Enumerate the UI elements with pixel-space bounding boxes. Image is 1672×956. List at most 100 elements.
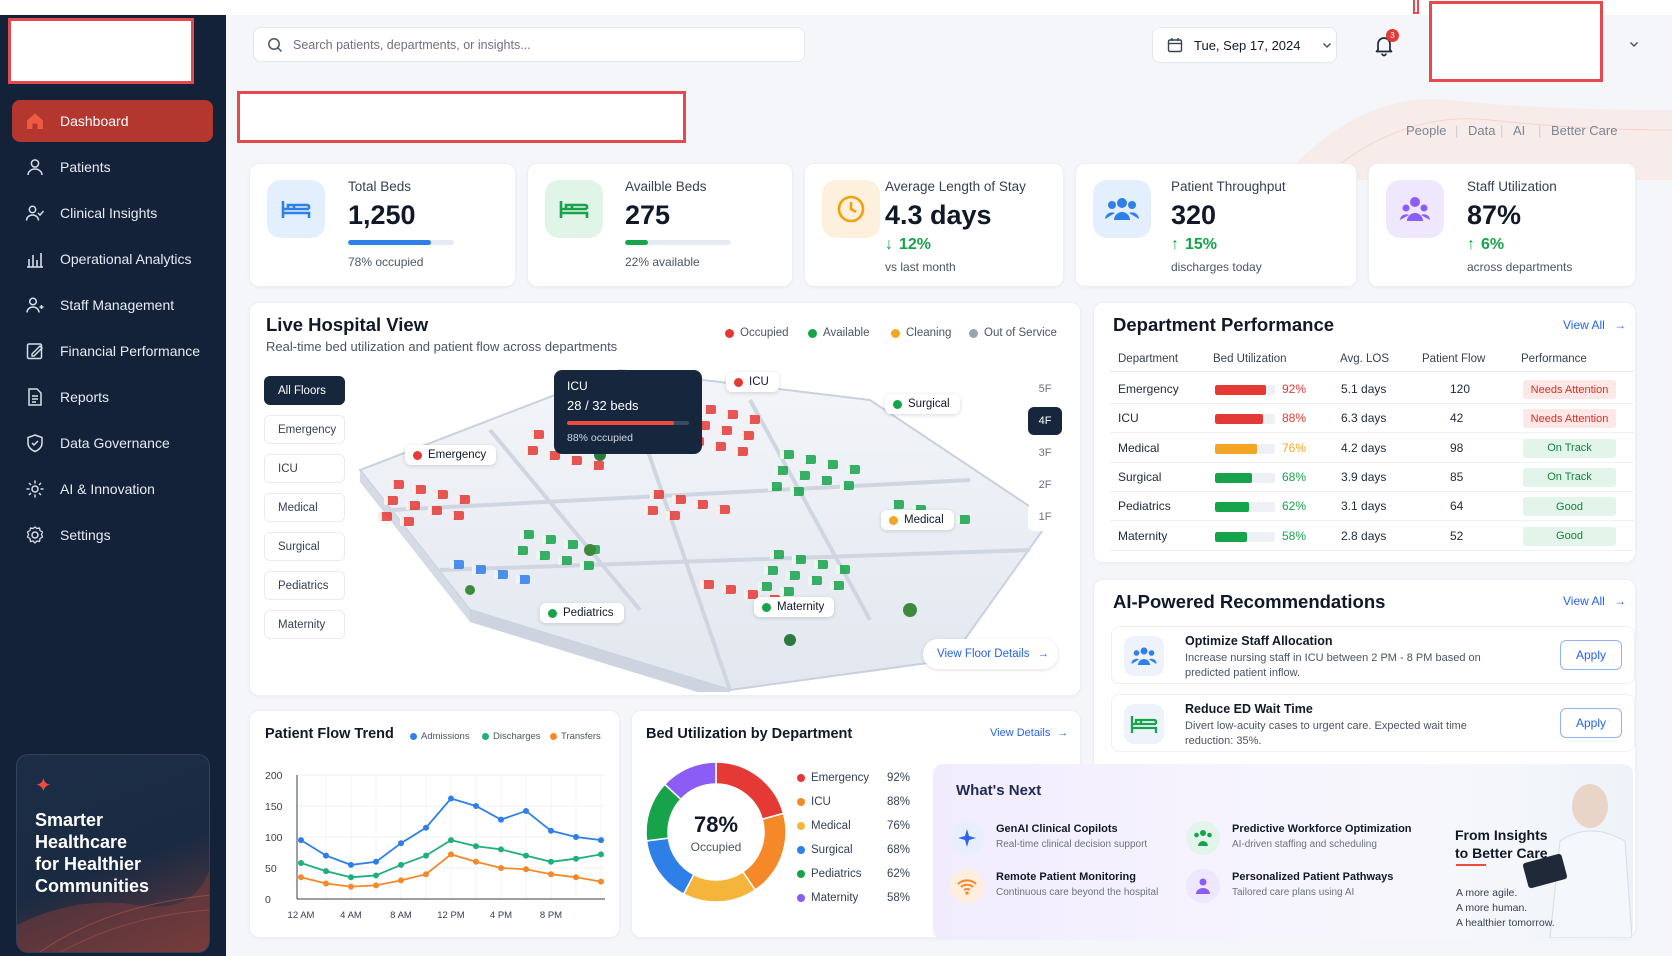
- utilization-fill: [1215, 414, 1264, 425]
- patient-flow: 52: [1450, 528, 1464, 543]
- map-label-maternity[interactable]: Maternity: [754, 597, 835, 617]
- bed-pillow: [840, 481, 844, 490]
- data-point-transfers: [523, 866, 529, 873]
- home-icon: [24, 110, 46, 132]
- floor-filter-icu[interactable]: ICU: [264, 454, 345, 483]
- sidebar-item-reports[interactable]: Reports: [12, 376, 213, 418]
- map-label-text: Maternity: [777, 601, 825, 613]
- bed-pillow: [764, 566, 768, 575]
- table-header-bed-utilization: Bed Utilization: [1213, 353, 1287, 365]
- floor-filter-medical[interactable]: Medical: [264, 493, 345, 522]
- sidebar-item-dashboard[interactable]: Dashboard: [12, 100, 213, 142]
- sidebar-item-patients[interactable]: Patients: [12, 146, 213, 188]
- bed-pillow: [650, 490, 654, 499]
- kpi-progress-bar: [625, 240, 731, 245]
- status-dot: [413, 450, 422, 460]
- tagline-item: Better Care: [1551, 123, 1618, 138]
- data-point-admissions: [598, 837, 604, 844]
- data-point-admissions: [398, 840, 404, 847]
- bed-pillow: [716, 505, 720, 514]
- tooltip-sub: 88% occupied: [567, 432, 633, 444]
- promo-text: Smarter Healthcare for Healthier Communi…: [35, 810, 150, 896]
- utilization-value: 88%: [1282, 411, 1307, 426]
- level-4f[interactable]: 4F: [1028, 407, 1062, 435]
- sparkle-icon: [950, 821, 984, 855]
- bed-pillow: [768, 482, 772, 491]
- sidebar-item-ai-innovation[interactable]: AI & Innovation: [12, 468, 213, 510]
- bed-pillow: [472, 565, 476, 574]
- bed-pillow: [412, 485, 416, 494]
- sidebar-item-data-governance[interactable]: Data Governance: [12, 422, 213, 464]
- data-point-transfers: [298, 874, 304, 881]
- level-3f[interactable]: 3F: [1028, 439, 1062, 467]
- floor-filter-pediatrics[interactable]: Pediatrics: [264, 571, 345, 600]
- apply-button[interactable]: Apply: [1560, 708, 1622, 738]
- floor-filter-surgical[interactable]: Surgical: [264, 532, 345, 561]
- dept-name: Emergency: [1118, 382, 1179, 396]
- table-row[interactable]: [1110, 463, 1634, 492]
- data-point-discharges: [548, 858, 554, 865]
- rec-view-all-link[interactable]: View All →: [1563, 594, 1626, 608]
- search-input[interactable]: Search patients, departments, or insight…: [253, 27, 805, 62]
- recommendation-item[interactable]: Optimize Staff Allocation Increase nursin…: [1111, 626, 1635, 684]
- level-2f[interactable]: 2F: [1028, 471, 1062, 499]
- map-label-pediatrics[interactable]: Pediatrics: [540, 603, 624, 623]
- kpi-delta: ↑ 6%: [1467, 236, 1504, 254]
- table-row[interactable]: [1110, 434, 1634, 463]
- legend-dot: [482, 733, 489, 740]
- map-label-emergency[interactable]: Emergency: [405, 445, 497, 465]
- kpi-card-total-beds[interactable]: Total Beds 1,250 78% occupied: [249, 163, 516, 287]
- icu-tooltip: ICU 28 / 32 beds 88% occupied: [554, 370, 702, 454]
- table-row[interactable]: [1110, 522, 1634, 551]
- donut-legend-value: 92%: [887, 772, 911, 784]
- sidebar-item-label: Dashboard: [60, 113, 129, 129]
- sidebar-item-settings[interactable]: Settings: [12, 514, 213, 556]
- sidebar-item-label: Financial Performance: [60, 343, 201, 359]
- floor-filter-maternity[interactable]: Maternity: [264, 610, 345, 639]
- user-icon: [24, 156, 46, 178]
- apply-button[interactable]: Apply: [1560, 640, 1622, 670]
- recommendation-item[interactable]: Reduce ED Wait Time Divert low-acuity cas…: [1111, 694, 1635, 752]
- profile-chevron-icon[interactable]: [1628, 38, 1640, 50]
- date-picker[interactable]: Tue, Sep 17, 2024: [1152, 27, 1337, 63]
- status-badge: On Track: [1523, 438, 1616, 458]
- map-label-text: Medical: [904, 514, 944, 526]
- table-row[interactable]: [1110, 375, 1634, 404]
- dept-view-all-link[interactable]: View All →: [1563, 318, 1626, 332]
- sidebar-item-label: Operational Analytics: [60, 251, 192, 267]
- data-point-admissions: [348, 861, 354, 868]
- legend-label: Medical: [811, 820, 851, 832]
- data-point-discharges: [373, 872, 379, 879]
- floor-filter-all-floors[interactable]: All Floors: [264, 376, 345, 405]
- table-row[interactable]: [1110, 492, 1634, 522]
- map-label-icu[interactable]: ICU: [726, 372, 779, 392]
- utilization-bar: [1215, 472, 1275, 483]
- sidebar-item-clinical-insights[interactable]: Clinical Insights: [12, 192, 213, 234]
- sidebar-item-financial-performance[interactable]: Financial Performance: [12, 330, 213, 372]
- user-profile-redacted[interactable]: [1429, 1, 1603, 82]
- view-floor-details-button[interactable]: View Floor Details →: [923, 639, 1058, 669]
- sidebar-item-label: Reports: [60, 389, 110, 405]
- kpi-card-availble-beds[interactable]: Availble Beds 275 22% available: [527, 163, 793, 287]
- promo-decoration: [17, 870, 209, 952]
- level-1f[interactable]: 1F: [1028, 503, 1062, 531]
- kpi-card-average-length-of-stay[interactable]: Average Length of Stay 4.3 days ↓ 12% vs las…: [804, 163, 1064, 287]
- patient-flow: 120: [1450, 382, 1471, 396]
- y-tick-label: 100: [265, 832, 283, 844]
- map-label-medical[interactable]: Medical: [881, 510, 954, 530]
- kpi-card-patient-throughput[interactable]: Patient Throughput 320 ↑ 15% discharges toda…: [1075, 163, 1357, 287]
- map-label-surgical[interactable]: Surgical: [885, 394, 960, 414]
- sidebar-item-staff-management[interactable]: Staff Management: [12, 284, 213, 326]
- donut-center-label: Occupied: [690, 840, 742, 854]
- sidebar-item-operational-analytics[interactable]: Operational Analytics: [12, 238, 213, 280]
- kpi-title: Availble Beds: [625, 179, 707, 194]
- hospital-floor-map[interactable]: [350, 360, 1070, 692]
- level-5f[interactable]: 5F: [1028, 375, 1062, 403]
- dept-name: Maternity: [1118, 528, 1168, 543]
- legend-dot: [410, 733, 417, 740]
- table-row[interactable]: [1110, 404, 1634, 434]
- floor-filter-emergency[interactable]: Emergency: [264, 415, 345, 444]
- kpi-card-staff-utilization[interactable]: Staff Utilization 87% ↑ 6% across department…: [1368, 163, 1636, 287]
- status-dot: [762, 602, 771, 612]
- bed-view-details-link[interactable]: View Details →: [990, 727, 1068, 739]
